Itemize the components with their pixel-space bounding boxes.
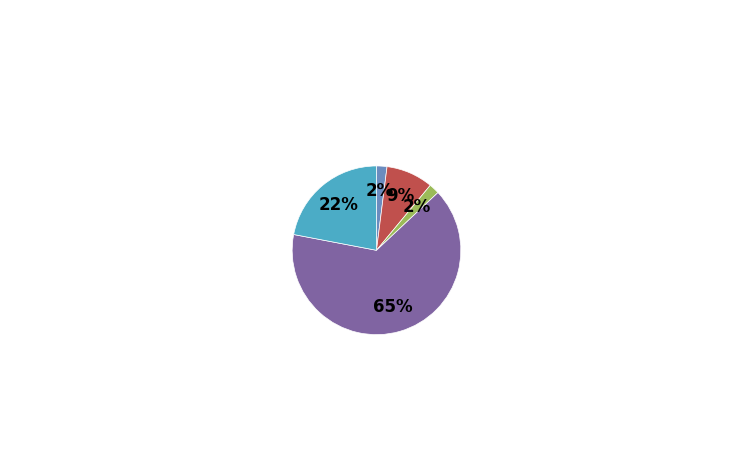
Text: 2%: 2%: [366, 182, 395, 200]
Text: 22%: 22%: [319, 196, 359, 214]
Text: 9%: 9%: [386, 187, 414, 205]
Wedge shape: [292, 193, 461, 335]
Wedge shape: [376, 185, 438, 250]
Text: 2%: 2%: [403, 198, 431, 216]
Wedge shape: [376, 166, 387, 250]
Text: 65%: 65%: [373, 298, 413, 316]
Wedge shape: [376, 166, 430, 250]
Wedge shape: [294, 166, 376, 250]
